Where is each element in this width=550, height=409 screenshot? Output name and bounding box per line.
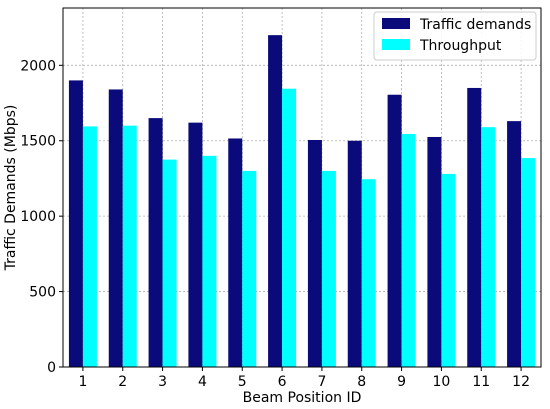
legend-swatch-throughput [382, 39, 410, 50]
x-axis: 1 2 3 4 5 6 7 8 9 10 11 12 [78, 367, 530, 390]
x-tick-label: 12 [512, 374, 530, 390]
bar-throughput [122, 125, 137, 368]
bar-throughput [321, 170, 336, 367]
y-axis-title: Traffic Demands (Mbps) [3, 105, 19, 272]
x-tick-label: 7 [317, 374, 326, 390]
x-tick-label: 6 [278, 374, 287, 390]
bar-traffic-demands [427, 136, 442, 367]
bar-throughput [481, 127, 496, 367]
bar-traffic-demands [268, 35, 283, 368]
legend-label-traffic-demands: Traffic demands [419, 17, 531, 33]
x-tick-label: 1 [78, 374, 87, 390]
bar-traffic-demands [188, 122, 203, 367]
x-tick-label: 2 [118, 374, 127, 390]
bar-traffic-demands [108, 89, 123, 367]
bar-traffic-demands [148, 118, 163, 367]
bar-throughput [401, 133, 416, 367]
y-axis: 0 500 1000 1500 2000 [20, 58, 63, 376]
bar-throughput [202, 155, 217, 367]
x-tick-label: 11 [472, 374, 490, 390]
bar-throughput [242, 170, 257, 367]
y-tick-label: 0 [47, 360, 56, 376]
plot-frame [62, 7, 542, 368]
y-tick-label: 500 [29, 285, 56, 301]
legend-swatch-traffic-demands [382, 18, 410, 29]
bar-traffic-demands [507, 121, 522, 367]
bar-traffic-demands [467, 87, 482, 368]
bar-traffic-demands [347, 140, 362, 367]
x-axis-title: Beam Position ID [243, 390, 362, 406]
x-tick-label: 4 [198, 374, 207, 390]
legend-label-throughput: Throughput [419, 38, 502, 54]
x-tick-label: 3 [158, 374, 167, 390]
bar-throughput [162, 159, 177, 367]
x-tick-label: 5 [238, 374, 247, 390]
bar-throughput [361, 179, 376, 367]
y-tick-label: 1000 [20, 209, 56, 225]
bar-throughput [282, 88, 297, 367]
bar-traffic-demands [228, 138, 243, 367]
bar-traffic-demands [68, 80, 83, 368]
x-tick-label: 9 [397, 374, 406, 390]
bars [68, 35, 536, 368]
legend-box [373, 11, 537, 61]
bar-throughput [521, 158, 536, 367]
x-tick-label: 10 [433, 374, 451, 390]
legend: Traffic demands Throughput [373, 11, 537, 61]
y-tick-label: 2000 [20, 58, 56, 74]
bar-traffic-demands [307, 139, 322, 367]
bar-traffic-demands [387, 94, 402, 368]
y-tick-label: 1500 [20, 134, 56, 150]
bar-throughput [441, 173, 456, 367]
bar-throughput [82, 126, 97, 367]
x-tick-label: 8 [357, 374, 366, 390]
